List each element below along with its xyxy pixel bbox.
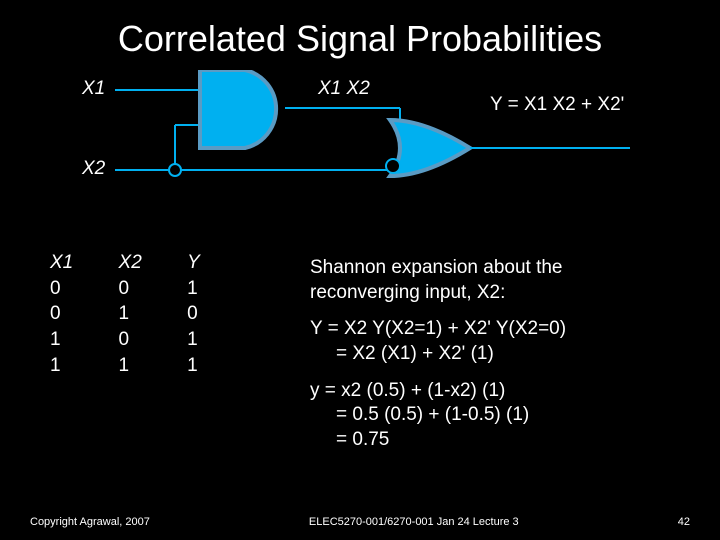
truth-cell: 1	[50, 353, 73, 379]
explain-eq: y = x2 (0.5) + (1-x2) (1)	[310, 380, 505, 401]
truth-col-x2: X2 0 1 0 1	[119, 250, 142, 378]
truth-cell: 1	[187, 327, 200, 353]
explanation-block: Shannon expansion about the reconverging…	[310, 256, 566, 465]
truth-cell: 0	[119, 327, 142, 353]
label-x1: X1	[82, 78, 105, 100]
explain-eq: = 0.5 (0.5) + (1-0.5) (1)	[310, 404, 529, 425]
explain-eq: Y = X2 Y(X2=1) + X2' Y(X2=0)	[310, 318, 566, 339]
truth-cell: 1	[187, 353, 200, 379]
label-and-out: X1 X2	[318, 78, 370, 100]
footer-lecture: ELEC5270-001/6270-001 Jan 24 Lecture 3	[309, 516, 519, 528]
footer-page-number: 42	[678, 516, 690, 528]
truth-table: X1 0 0 1 1 X2 0 1 0 1 Y 1 0 1 1	[50, 250, 200, 378]
truth-header: Y	[187, 250, 200, 276]
truth-cell: 0	[50, 301, 73, 327]
label-x2: X2	[82, 158, 105, 180]
truth-header: X1	[50, 250, 73, 276]
truth-cell: 1	[187, 276, 200, 302]
footer: Copyright Agrawal, 2007 ELEC5270-001/627…	[30, 516, 690, 528]
truth-cell: 0	[187, 301, 200, 327]
truth-cell: 1	[119, 301, 142, 327]
truth-col-y: Y 1 0 1 1	[187, 250, 200, 378]
footer-copyright: Copyright Agrawal, 2007	[30, 516, 150, 528]
truth-header: X2	[119, 250, 142, 276]
page-title: Correlated Signal Probabilities	[0, 0, 720, 60]
truth-cell: 0	[50, 276, 73, 302]
label-y-eq: Y = X1 X2 + X2'	[490, 94, 624, 116]
explain-eq: = 0.75	[310, 429, 389, 450]
explain-eq: = X2 (X1) + X2' (1)	[310, 343, 494, 364]
explain-line: Shannon expansion about the	[310, 257, 563, 278]
truth-cell: 1	[50, 327, 73, 353]
truth-col-x1: X1 0 0 1 1	[50, 250, 73, 378]
truth-cell: 0	[119, 276, 142, 302]
explain-line: reconverging input, X2:	[310, 282, 505, 303]
truth-cell: 1	[119, 353, 142, 379]
circuit-diagram: X1 X2 X1 X2 Y = X1 X2 + X2'	[70, 70, 670, 210]
